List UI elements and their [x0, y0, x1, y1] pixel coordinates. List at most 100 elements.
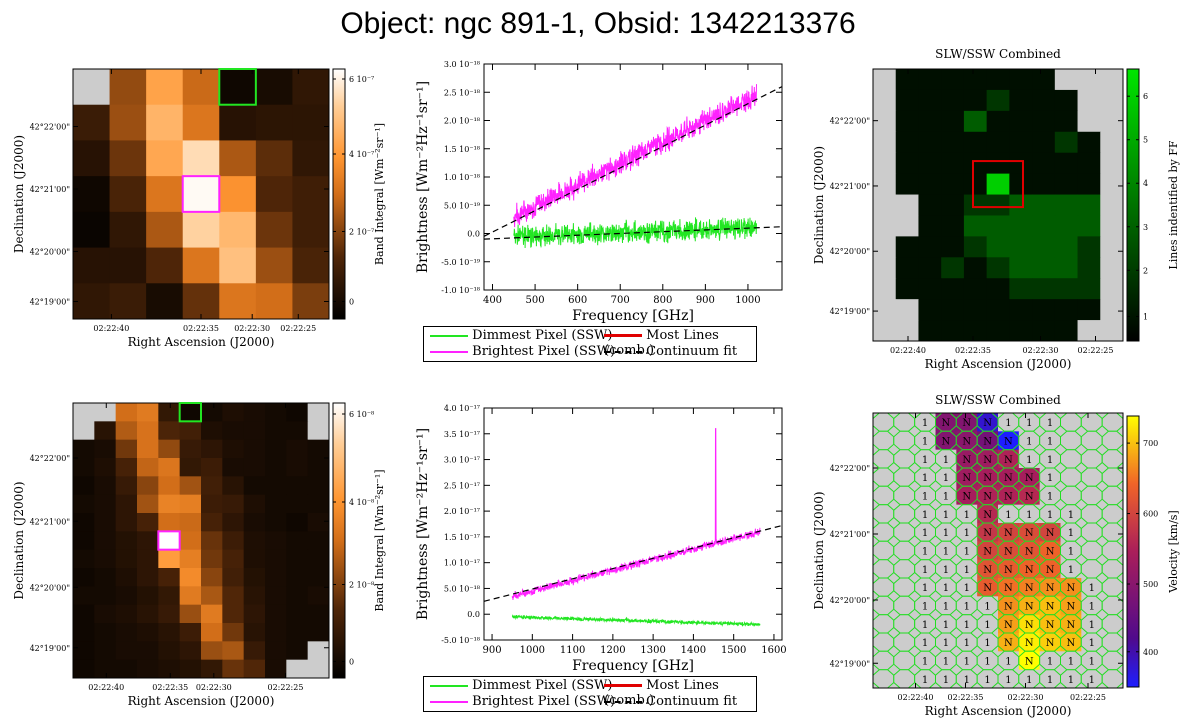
p4-cell — [307, 623, 330, 642]
p3-cell — [895, 236, 919, 258]
p4-cell — [201, 476, 223, 496]
p6-cell-flag: N — [1004, 492, 1013, 503]
p4-cell — [222, 439, 245, 459]
p1-cell — [73, 247, 111, 284]
p1-magenta-marker — [181, 175, 221, 213]
p4-cell — [115, 458, 138, 477]
p6-cell — [935, 468, 957, 487]
p4-cell — [286, 531, 309, 551]
p1-xtick-label: 02:22:35 — [183, 324, 219, 333]
p6-cbar-tick-label: 400 — [1143, 648, 1158, 657]
p6-cell — [914, 523, 936, 542]
p6-cell-flag: N — [1067, 638, 1076, 649]
p6-cbar-tick-label: 700 — [1143, 439, 1158, 448]
p6-cell-flag: 1 — [922, 528, 928, 539]
p6-cell-flag: 1 — [922, 620, 928, 631]
p4-cell — [94, 494, 117, 514]
p3-xtick-label: 02:22:30 — [1023, 346, 1059, 355]
p2-ytick-label: 3.0 10⁻¹⁸ — [444, 60, 480, 69]
p3-cell — [895, 152, 919, 175]
p4-cell — [179, 586, 202, 606]
p3-cell — [941, 194, 965, 216]
p1-cell — [109, 69, 147, 106]
p1-cell — [146, 176, 184, 213]
p6-ytick-label: 42°20'00" — [830, 596, 870, 605]
p6-xtick-label: 02:22:40 — [898, 693, 934, 702]
p6-cell — [977, 578, 999, 597]
p1-ytick-label: 42°21'00" — [30, 185, 70, 194]
p1-cell — [182, 69, 220, 106]
p6-cell — [956, 523, 978, 542]
p3-title: SLW/SSW Combined — [935, 47, 1061, 61]
p4-cell — [137, 494, 159, 514]
p6-cell-flag: N — [1004, 638, 1013, 649]
p6-cell-flag: 1 — [1089, 620, 1095, 631]
p6-cell — [935, 669, 957, 689]
p6-cell-flag: N — [1004, 602, 1013, 613]
p6-cell — [956, 614, 978, 634]
p1-cell — [182, 247, 220, 284]
p6-cell — [1039, 468, 1061, 487]
p3-cell — [1032, 257, 1056, 279]
p3-cell — [1077, 194, 1101, 216]
p3-cell — [873, 131, 897, 154]
p3-cell — [895, 173, 919, 196]
p6-cell — [873, 523, 895, 542]
p6-cell — [1060, 651, 1082, 671]
p4-cell — [286, 439, 309, 459]
p3-cell — [1009, 278, 1033, 300]
p6-cell-flag: N — [1046, 620, 1055, 631]
p6-cell — [873, 651, 895, 671]
legend-line-magenta — [430, 700, 468, 703]
p4-cell — [222, 586, 245, 606]
p4-xtick-label: 02:22:40 — [88, 683, 124, 692]
p2-series-continuum-fit — [483, 86, 783, 237]
p5-ytick-label: -5.0 10⁻¹⁸ — [441, 636, 480, 645]
p4-cbar-tick-label: 6 10⁻⁸ — [349, 410, 374, 419]
p6-cell — [956, 596, 978, 616]
p6-cell — [1060, 541, 1082, 561]
p6-cell-flag: N — [983, 418, 992, 429]
p6-xlabel: Right Ascension (J2000) — [925, 704, 1072, 718]
p6-cell-flag: 1 — [943, 657, 949, 668]
p6-cell — [873, 614, 895, 634]
p6-cell-flag: 1 — [1068, 528, 1074, 539]
p4-cell — [179, 659, 202, 679]
p1-cell — [146, 211, 184, 249]
p6-cell — [914, 596, 936, 616]
p6-cell — [1039, 431, 1061, 451]
p2-xtick-label: 1000 — [735, 295, 760, 306]
p6-cell — [914, 669, 936, 689]
p4-cell — [201, 494, 223, 514]
p4-cell — [307, 568, 330, 587]
p6-cell — [956, 559, 978, 579]
p3-cell — [1054, 110, 1079, 133]
p4-cell — [265, 458, 287, 477]
p6-cell — [1081, 541, 1103, 561]
p3-cell — [1032, 278, 1056, 300]
p6-cell — [1018, 578, 1041, 597]
p3-cell — [963, 173, 988, 196]
p4-cell — [243, 476, 266, 496]
p6-cbar-tick-label: 600 — [1143, 510, 1158, 519]
p6-cell — [998, 669, 1020, 689]
p5-xlabel: Frequency [GHz] — [572, 658, 694, 674]
p4-cell — [115, 494, 138, 514]
p3-cell — [918, 257, 942, 279]
p1-cbar-tick-label: 4 10⁻⁷ — [349, 150, 374, 159]
p3-cell — [986, 131, 1010, 154]
p6-cell — [1081, 523, 1103, 542]
p3-cell — [873, 152, 897, 175]
p4-cell — [94, 549, 117, 569]
p4-cell — [179, 604, 202, 624]
p5-series-dimmest-pixel-ssw- — [511, 614, 761, 628]
p6-cell — [1081, 578, 1103, 597]
p3-cell — [1032, 69, 1056, 91]
p3-cell — [1077, 236, 1101, 258]
p3-cell — [1054, 320, 1079, 342]
p3-cell — [1054, 236, 1079, 258]
p6-cell-flag: N — [983, 510, 992, 521]
p3-cell — [1032, 299, 1056, 321]
p6-cell-flag: N — [1025, 528, 1034, 539]
p4-cell — [243, 604, 266, 624]
